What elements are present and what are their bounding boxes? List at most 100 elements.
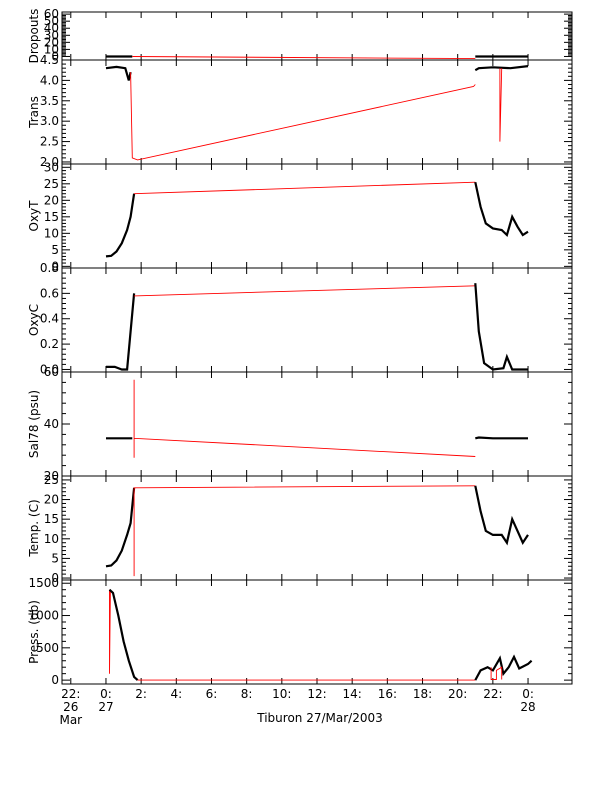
y-tick-label: 10 [44, 226, 59, 240]
y-tick-label: 0.6 [40, 286, 59, 300]
interpolated-series-line [134, 181, 476, 195]
data-series-line [474, 485, 529, 546]
interpolated-series-line [132, 56, 476, 60]
y-tick-label: 2.0 [40, 155, 59, 169]
data-series-line [106, 293, 136, 371]
data-series-line [474, 65, 529, 72]
x-tick-label: 27 [98, 700, 113, 714]
x-tick-label: 8: [241, 687, 253, 701]
y-tick-label: 0 [51, 259, 59, 273]
data-series-line [474, 283, 528, 371]
y-tick-label: 50 [44, 14, 59, 28]
panel-2: 2.0 2.5 3.0 3.5 4.0 4.5 Trans [27, 53, 573, 169]
y-tick-label: 0 [51, 49, 59, 63]
x-tick-label: 18: [413, 687, 432, 701]
x-tick-label: 0: [522, 687, 534, 701]
panel-frame [61, 11, 573, 61]
interpolated-series-line [109, 589, 111, 674]
y-tick-label: 4.0 [40, 73, 59, 87]
y-axis-label: Dropouts [27, 9, 41, 64]
panel-frame [61, 579, 573, 685]
interpolated-series-line [490, 666, 503, 680]
y-tick-label: 30 [44, 160, 59, 174]
data-series-line [474, 654, 533, 681]
y-axis-label: Temp. (C) [27, 499, 41, 557]
panel-frame [61, 59, 573, 165]
y-tick-label: 40 [44, 21, 59, 35]
y-tick-label: 20 [44, 193, 59, 207]
y-tick-label: 10 [44, 42, 59, 56]
y-tick-label: 0.8 [40, 261, 59, 275]
plot-panels: 0102030405060Dropouts2.02.53.03.54.04.5T… [27, 7, 573, 687]
y-tick-label: 10 [44, 532, 59, 546]
interpolated-series-line [134, 285, 476, 297]
data-series-line [105, 487, 136, 568]
y-tick-label: 1500 [28, 576, 59, 590]
x-tick-label: 0: [100, 687, 112, 701]
x-tick-label: 2: [135, 687, 147, 701]
y-tick-label: 2.5 [40, 135, 59, 149]
y-tick-label: 500 [36, 641, 59, 655]
x-tick-label: 20: [448, 687, 467, 701]
x-tick-label: 22: [483, 687, 502, 701]
x-tick-label: 16: [378, 687, 397, 701]
y-tick-label: 1000 [28, 609, 59, 623]
y-tick-label: 40 [44, 417, 59, 431]
y-tick-label: 0.0 [40, 362, 59, 376]
y-tick-label: 0.4 [40, 312, 59, 326]
data-series-line [108, 588, 139, 681]
y-tick-label: 25 [44, 473, 59, 487]
data-series-line [474, 181, 529, 238]
data-series-line [105, 193, 136, 258]
y-tick-label: 5 [51, 551, 59, 565]
y-tick-label: 3.5 [40, 94, 59, 108]
interpolated-series-line [130, 72, 476, 161]
x-tick-label: 26 [63, 700, 78, 714]
y-tick-label: 0 [51, 571, 59, 585]
x-tick-label: 14: [343, 687, 362, 701]
panel-frame [61, 371, 573, 477]
y-tick-label: 25 [44, 177, 59, 191]
panel-frame [61, 267, 573, 373]
interpolated-series-line [133, 379, 476, 458]
data-series-line [105, 65, 132, 81]
interpolated-series-line [499, 68, 503, 142]
y-axis-label: OxyT [27, 200, 41, 232]
y-axis-label: Sal78 (psu) [27, 390, 41, 458]
data-series-line [475, 436, 528, 440]
y-tick-label: 15 [44, 512, 59, 526]
x-tick-label: 12: [307, 687, 326, 701]
panel-frame [61, 475, 573, 581]
y-tick-label: 4.5 [40, 53, 59, 67]
y-tick-label: 0 [51, 673, 59, 687]
x-tick-label: 22: [61, 687, 80, 701]
y-tick-label: 20 [44, 469, 59, 483]
panel-4: 0.0 0.2 0.4 0.6 0.8 OxyC [27, 261, 573, 376]
x-tick-label: 4: [170, 687, 182, 701]
y-axis-label: Trans [27, 96, 41, 129]
y-tick-label: 20 [44, 35, 59, 49]
x-tick-label: Mar [59, 713, 82, 727]
y-tick-label: 60 [44, 7, 59, 21]
y-tick-label: 3.0 [40, 114, 59, 128]
y-axis-label: Press. (db) [27, 600, 41, 664]
y-tick-label: 15 [44, 210, 59, 224]
y-tick-label: 0.2 [40, 337, 59, 351]
y-tick-label: 60 [44, 365, 59, 379]
y-tick-label: 20 [44, 493, 59, 507]
x-tick-label: 6: [206, 687, 218, 701]
y-tick-label: 5 [51, 243, 59, 257]
panel-3: 0 5 10 15 20 25 30 OxyT [27, 160, 573, 273]
x-tick-label: 10: [272, 687, 291, 701]
panel-frame [61, 163, 573, 269]
y-axis-label: OxyC [27, 304, 41, 336]
panel-7: 0 500 1000 1500 Press. (db) [27, 576, 573, 687]
figure-caption: Tiburon 27/Mar/2003 [256, 711, 382, 725]
x-tick-label: 28 [520, 700, 535, 714]
y-tick-label: 30 [44, 28, 59, 42]
